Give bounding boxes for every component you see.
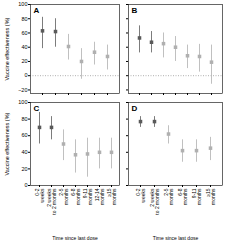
svg-text:6-8months: 6-8months	[177, 188, 188, 205]
svg-text:Vaccine effectiveness (%): Vaccine effectiveness (%)	[4, 112, 10, 175]
svg-text:Time since last dose: Time since last dose	[153, 235, 199, 241]
svg-text:2 weeksto 2 months: 2 weeksto 2 months	[149, 188, 160, 215]
svg-text:20: 20	[21, 166, 27, 172]
svg-text:20: 20	[21, 58, 27, 64]
svg-text:Vaccine effectiveness (%): Vaccine effectiveness (%)	[4, 17, 10, 80]
svg-text:≥15months: ≥15months	[205, 188, 216, 205]
svg-text:6-8months: 6-8months	[70, 188, 81, 205]
svg-text:0: 0	[24, 72, 27, 78]
svg-text:12-14months: 12-14months	[94, 188, 105, 205]
svg-text:100: 100	[18, 99, 27, 105]
svg-text:9-11months: 9-11months	[191, 188, 202, 205]
svg-text:A: A	[34, 6, 40, 15]
svg-text:−20: −20	[18, 87, 27, 93]
svg-text:0-2weeks: 0-2weeks	[34, 188, 45, 203]
svg-text:100: 100	[18, 1, 27, 7]
svg-text:Time since last dose: Time since last dose	[52, 235, 98, 241]
svg-text:40: 40	[21, 44, 27, 50]
svg-text:2-5months: 2-5months	[58, 188, 69, 205]
svg-text:D: D	[132, 104, 138, 113]
svg-text:40: 40	[21, 149, 27, 155]
svg-text:≥15months: ≥15months	[106, 188, 117, 205]
svg-text:B: B	[132, 6, 138, 15]
svg-text:2-5months: 2-5months	[163, 188, 174, 205]
svg-text:9-11months: 9-11months	[82, 188, 93, 205]
svg-text:60: 60	[21, 132, 27, 138]
svg-text:2 weeksto 2 months: 2 weeksto 2 months	[46, 188, 57, 215]
svg-text:0-2weeks: 0-2weeks	[135, 188, 146, 203]
svg-text:80: 80	[21, 16, 27, 22]
svg-text:0: 0	[24, 182, 27, 188]
svg-text:80: 80	[21, 116, 27, 122]
svg-text:60: 60	[21, 30, 27, 36]
svg-text:C: C	[34, 104, 40, 113]
